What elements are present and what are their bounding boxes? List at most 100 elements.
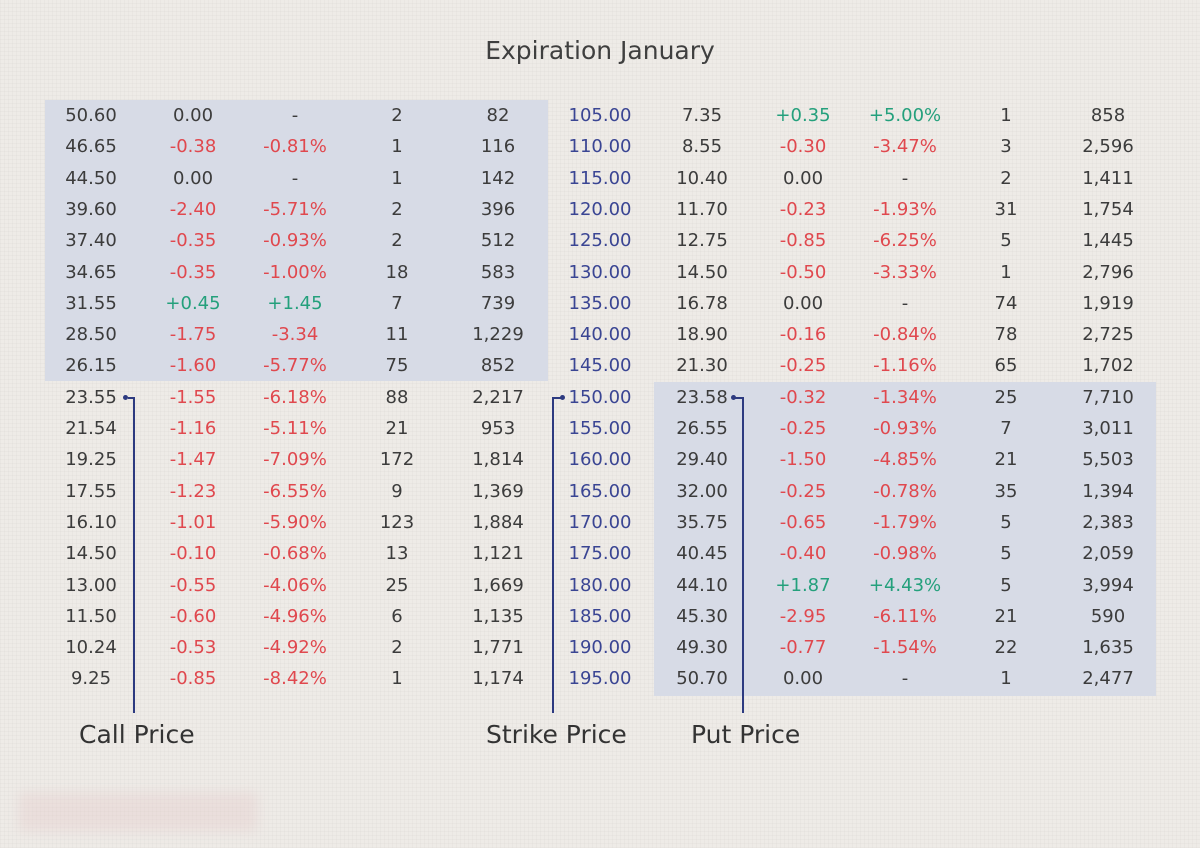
call-change-cell: -0.35: [169, 230, 217, 252]
put-volume-cell: 5: [1000, 543, 1012, 565]
strike-cell: 165.00: [568, 480, 632, 502]
put-open-interest-cell: 1,411: [1082, 167, 1134, 189]
put-pointer-line: [742, 397, 744, 713]
put-change-pct-cell: -3.33%: [873, 261, 937, 283]
call-volume-cell: 2: [391, 198, 403, 220]
put-pointer-dot: [731, 395, 736, 400]
table-row: 16.10 -1.01 -5.90% 123 1,884 170.00 35.75 -0.65…: [0, 507, 1200, 538]
put-open-interest-cell: 2,596: [1082, 136, 1134, 158]
call-last-cell: 13.00: [65, 574, 117, 596]
call-change-cell: -0.55: [169, 574, 217, 596]
put-change-cell: -0.77: [779, 637, 827, 659]
call-volume-cell: 21: [385, 418, 409, 439]
put-price-label: Put Price: [691, 720, 801, 749]
put-change-pct-cell: -1.79%: [873, 511, 937, 533]
strike-cell: 140.00: [568, 324, 632, 346]
put-change-pct-cell: -1.16%: [873, 355, 937, 377]
blurred-watermark: [18, 792, 258, 832]
call-change-cell: -1.16: [169, 418, 217, 439]
put-change-pct-cell: -: [901, 292, 909, 314]
strike-cell: 185.00: [568, 605, 632, 627]
table-row: 17.55 -1.23 -6.55% 9 1,369 165.00 32.00 -0.25 -0…: [0, 476, 1200, 507]
put-change-cell: -1.50: [779, 449, 827, 471]
table-row: 13.00 -0.55 -4.06% 25 1,669 180.00 44.10 +1.87 +…: [0, 570, 1200, 601]
put-volume-cell: 21: [994, 605, 1018, 627]
strike-cell: 120.00: [568, 198, 632, 220]
put-change-cell: -0.50: [779, 261, 827, 283]
put-volume-cell: 1: [1000, 105, 1012, 126]
put-change-cell: -0.25: [779, 355, 827, 377]
put-volume-cell: 74: [994, 292, 1018, 314]
call-open-interest-cell: 1,669: [472, 574, 524, 596]
put-change-pct-cell: +5.00%: [868, 105, 942, 126]
call-last-cell: 31.55: [65, 292, 117, 314]
put-volume-cell: 35: [994, 480, 1018, 502]
strike-pointer-line: [552, 397, 554, 713]
call-last-cell: 11.50: [65, 605, 117, 627]
call-volume-cell: 2: [391, 105, 403, 126]
call-volume-cell: 11: [385, 324, 409, 346]
put-last-cell: 44.10: [676, 574, 728, 596]
table-row: 28.50 -1.75 -3.34 11 1,229 140.00 18.90 -0.16 -0…: [0, 319, 1200, 350]
call-change-pct-cell: -4.92%: [263, 637, 327, 659]
strike-cell: 105.00: [568, 105, 632, 126]
put-volume-cell: 25: [994, 386, 1018, 408]
call-change-cell: -0.10: [169, 543, 217, 565]
put-last-cell: 26.55: [676, 418, 728, 439]
put-volume-cell: 5: [1000, 230, 1012, 252]
call-change-cell: -0.53: [169, 637, 217, 659]
put-last-cell: 23.58: [676, 386, 728, 408]
put-last-cell: 49.30: [676, 637, 728, 659]
strike-cell: 130.00: [568, 261, 632, 283]
put-last-cell: 8.55: [681, 136, 723, 158]
in-the-money-puts-highlight: [654, 382, 1156, 696]
put-last-cell: 40.45: [676, 543, 728, 565]
put-open-interest-cell: 1,702: [1082, 355, 1134, 377]
put-last-cell: 35.75: [676, 511, 728, 533]
put-volume-cell: 5: [1000, 511, 1012, 533]
call-open-interest-cell: 1,135: [472, 605, 524, 627]
call-change-cell: -0.35: [169, 261, 217, 283]
call-change-pct-cell: +1.45: [267, 292, 323, 314]
put-change-cell: -0.25: [779, 480, 827, 502]
put-volume-cell: 7: [1000, 418, 1012, 439]
call-last-cell: 50.60: [65, 105, 117, 126]
call-change-cell: -1.47: [169, 449, 217, 471]
call-change-pct-cell: -5.77%: [263, 355, 327, 377]
put-change-pct-cell: -0.78%: [873, 480, 937, 502]
strike-cell: 135.00: [568, 292, 632, 314]
call-open-interest-cell: 583: [480, 261, 516, 283]
table-row: 23.55 -1.55 -6.18% 88 2,217 150.00 23.58 -0.32 -…: [0, 382, 1200, 413]
call-change-pct-cell: -0.68%: [263, 543, 327, 565]
put-open-interest-cell: 2,383: [1082, 511, 1134, 533]
call-change-cell: -0.60: [169, 605, 217, 627]
call-change-cell: -1.55: [169, 386, 217, 408]
call-open-interest-cell: 2,217: [472, 386, 524, 408]
put-volume-cell: 65: [994, 355, 1018, 377]
call-volume-cell: 1: [391, 136, 403, 158]
call-change-pct-cell: -6.55%: [263, 480, 327, 502]
table-row: 46.65 -0.38 -0.81% 1 116 110.00 8.55 -0.30 -3.47…: [0, 131, 1200, 162]
put-open-interest-cell: 2,477: [1082, 668, 1134, 690]
call-open-interest-cell: 1,174: [472, 668, 524, 690]
put-open-interest-cell: 1,445: [1082, 230, 1134, 252]
call-pointer-tick: [128, 397, 135, 399]
put-volume-cell: 3: [1000, 136, 1012, 158]
strike-cell: 115.00: [568, 167, 632, 189]
put-last-cell: 50.70: [676, 668, 728, 690]
strike-cell: 170.00: [568, 511, 632, 533]
table-row: 10.24 -0.53 -4.92% 2 1,771 190.00 49.30 -0.77 -1…: [0, 632, 1200, 663]
put-volume-cell: 2: [1000, 167, 1012, 189]
put-volume-cell: 5: [1000, 574, 1012, 596]
put-open-interest-cell: 2,796: [1082, 261, 1134, 283]
put-open-interest-cell: 590: [1090, 605, 1126, 627]
strike-cell: 155.00: [568, 418, 632, 439]
put-change-pct-cell: +4.43%: [868, 574, 942, 596]
call-last-cell: 10.24: [65, 637, 117, 659]
call-change-pct-cell: -5.90%: [263, 511, 327, 533]
call-last-cell: 44.50: [65, 167, 117, 189]
call-change-pct-cell: -7.09%: [263, 449, 327, 471]
call-last-cell: 9.25: [70, 668, 112, 690]
call-change-cell: 0.00: [172, 105, 214, 126]
put-change-pct-cell: -6.11%: [873, 605, 937, 627]
